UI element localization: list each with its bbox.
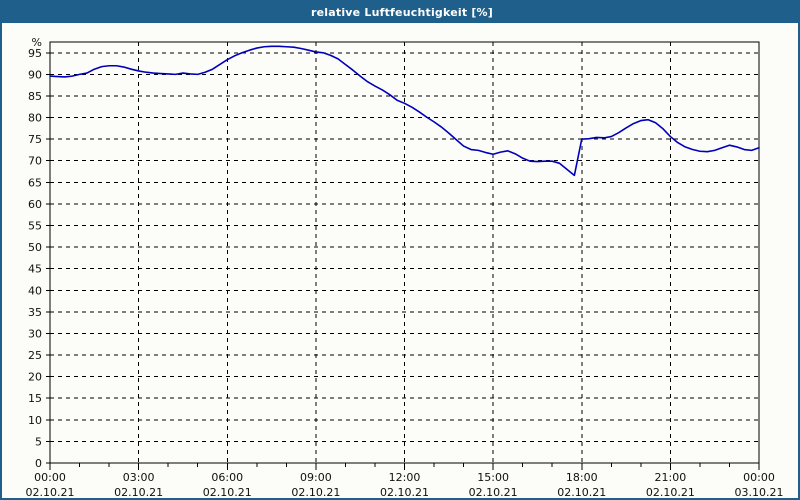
x-axis-date-label: 02.10.21	[203, 486, 252, 498]
x-axis-time-label: 06:00	[211, 471, 243, 484]
y-axis-unit-label: %	[32, 36, 42, 49]
y-axis-label: 55	[28, 220, 42, 233]
y-axis-label: 80	[28, 112, 42, 125]
x-axis-date-label: 02.10.21	[557, 486, 606, 498]
x-axis-date-label: 02.10.21	[114, 486, 163, 498]
y-axis-label: 45	[28, 263, 42, 276]
x-axis-time-label: 00:00	[34, 471, 66, 484]
y-axis-label: 50	[28, 241, 42, 254]
gridlines-group	[50, 42, 759, 463]
y-axis-label: 60	[28, 198, 42, 211]
y-axis-label: 65	[28, 176, 42, 189]
y-axis-label: 10	[28, 414, 42, 427]
x-axis-time-label: 09:00	[300, 471, 332, 484]
plot-container: 0 5 10 15 20 25 30 35 40 45 50 55 60 65 70 75 80 85 90 95% …	[2, 23, 798, 498]
x-axis-date-label: 03.10.21	[735, 486, 784, 498]
humidity-line-chart: 05101520253035404550556065707580859095% …	[26, 36, 784, 498]
x-axis-date-label: 02.10.21	[26, 486, 75, 498]
y-axis-label: 85	[28, 90, 42, 103]
x-axis-date-label: 02.10.21	[646, 486, 695, 498]
data-series-group	[49, 45, 760, 177]
x-axis-time-label: 12:00	[389, 471, 421, 484]
y-axis-label: 40	[28, 284, 42, 297]
y-axis-label: 95	[28, 47, 42, 60]
x-axis-time-label: 03:00	[123, 471, 155, 484]
y-axis-label: 5	[35, 435, 42, 448]
page-title: relative Luftfeuchtigkeit [%]	[311, 6, 493, 19]
y-axis-label: 20	[28, 371, 42, 384]
y-axis-label: 75	[28, 133, 42, 146]
x-axis-date-label: 02.10.21	[291, 486, 340, 498]
x-axis-time-label: 00:00	[743, 471, 775, 484]
y-axis-label: 70	[28, 155, 42, 168]
x-axis-time-label: 18:00	[566, 471, 598, 484]
x-axis-time-label: 15:00	[477, 471, 509, 484]
y-axis-label: 15	[28, 392, 42, 405]
axis-ticks-group	[46, 52, 760, 470]
y-axis-label: 35	[28, 306, 42, 319]
x-axis-time-label: 21:00	[655, 471, 687, 484]
y-axis-label: 25	[28, 349, 42, 362]
window-title-bar: relative Luftfeuchtigkeit [%]	[2, 2, 798, 23]
y-axis-label: 30	[28, 327, 42, 340]
x-axis-date-label: 02.10.21	[469, 486, 518, 498]
y-axis-label: 90	[28, 68, 42, 81]
x-axis-labels-group: 00:00 02.10.21 03:00 02.10.21 06:00 02.10.21 0…	[26, 471, 784, 498]
y-axis-labels-group: 0 5 10 15 20 25 30 35 40 45 50 55 60 65 70 75 80 85 90 95%	[28, 36, 42, 470]
x-axis-date-label: 02.10.21	[380, 486, 429, 498]
humidity-series-line	[49, 45, 760, 177]
y-axis-label: 0	[35, 457, 42, 470]
